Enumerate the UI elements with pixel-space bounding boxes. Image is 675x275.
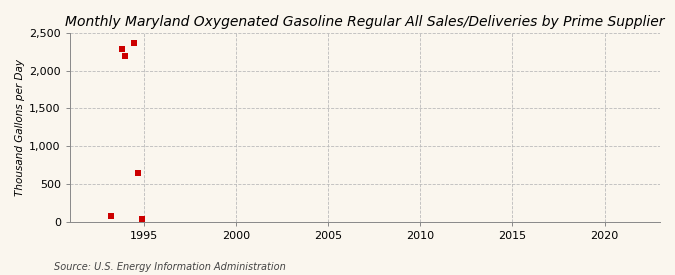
Title: Monthly Maryland Oxygenated Gasoline Regular All Sales/Deliveries by Prime Suppl: Monthly Maryland Oxygenated Gasoline Reg… bbox=[65, 15, 665, 29]
Point bbox=[137, 217, 148, 222]
Point bbox=[119, 53, 130, 58]
Y-axis label: Thousand Gallons per Day: Thousand Gallons per Day bbox=[15, 59, 25, 196]
Text: Source: U.S. Energy Information Administration: Source: U.S. Energy Information Administ… bbox=[54, 262, 286, 272]
Point bbox=[132, 170, 143, 175]
Point bbox=[117, 47, 128, 51]
Point bbox=[129, 40, 140, 45]
Point bbox=[106, 214, 117, 218]
